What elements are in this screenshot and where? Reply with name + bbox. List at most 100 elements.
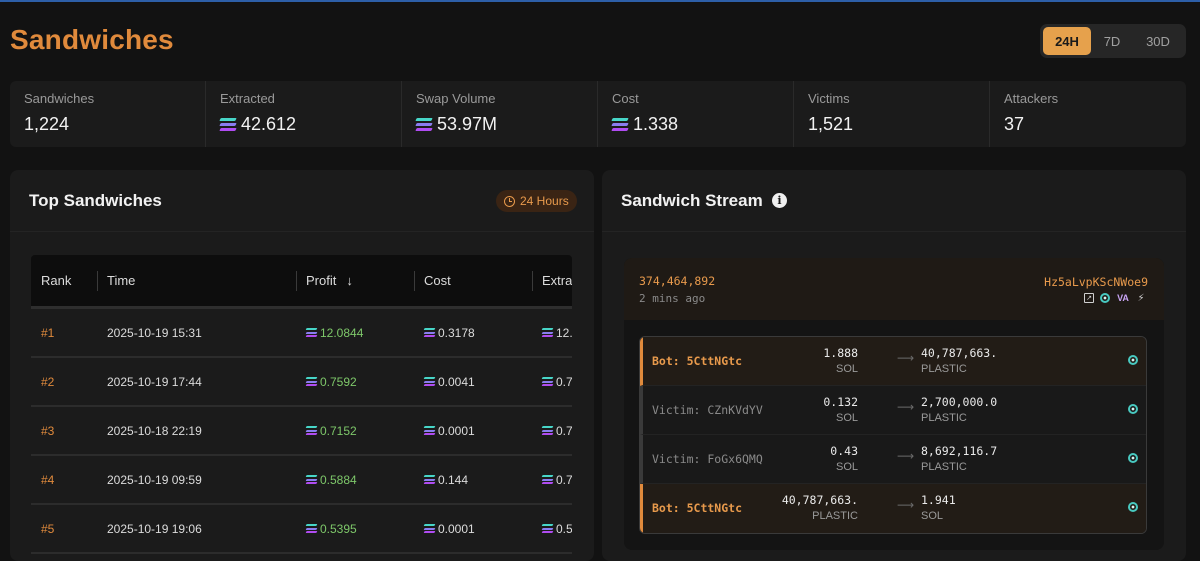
arrow-right-icon: ⟶ <box>897 351 915 365</box>
extracted-cell: 0.7 <box>541 456 572 503</box>
sol-icon <box>423 377 436 386</box>
sol-icon <box>423 524 436 533</box>
stat-attackers: Attackers 37 <box>990 81 1186 147</box>
va-icon[interactable]: VA <box>1117 293 1129 303</box>
column-header-extracted[interactable]: Extra <box>532 255 572 306</box>
stat-value: 1,521 <box>808 114 854 134</box>
orb-icon[interactable] <box>1128 453 1138 463</box>
profit-value: 0.7592 <box>320 374 357 389</box>
range-24h-button[interactable]: 24H <box>1043 27 1091 55</box>
extracted-value: 0.5 <box>556 521 572 536</box>
time-ago: 2 mins ago <box>639 292 706 305</box>
profit-value: 0.5395 <box>320 521 357 536</box>
column-label: Profit <box>306 273 337 288</box>
stat-value: 1,224 <box>24 114 70 134</box>
stat-cost: Cost 1.338 <box>598 81 794 147</box>
table-row[interactable]: #3 2025-10-18 22:19 0.7152 0.0001 0.7 <box>31 407 572 456</box>
cost-cell: 0.0001 <box>423 407 475 454</box>
stat-label: Victims <box>808 91 850 106</box>
profit-cell: 0.7592 <box>305 358 357 405</box>
info-icon[interactable]: i <box>772 193 787 208</box>
tx-row-frontrun[interactable]: Bot: 5CttNGtc 1.888 SOL ⟶ 40,787,663. PL… <box>640 337 1146 386</box>
sol-icon <box>423 426 436 435</box>
slot-number[interactable]: 374,464,892 <box>639 274 716 288</box>
explorer-links: ↗ VA ⚡ <box>1084 292 1146 304</box>
orb-icon[interactable] <box>1128 355 1138 365</box>
sol-icon <box>219 118 237 131</box>
sol-icon <box>305 328 318 337</box>
time-cell: 2025-10-19 19:06 <box>107 521 202 536</box>
sol-icon <box>541 426 554 435</box>
time-range-toggle: 24H 7D 30D <box>1040 24 1186 58</box>
stat-label: Sandwiches <box>24 91 95 106</box>
sol-icon <box>541 377 554 386</box>
orb-icon[interactable] <box>1100 293 1110 303</box>
actor-label[interactable]: Victim: CZnKVdYV <box>652 403 763 417</box>
range-30d-button[interactable]: 30D <box>1146 33 1170 49</box>
transaction-signature[interactable]: Hz5aLvpKScNWoe9 <box>1044 275 1148 289</box>
sandwich-card-header: 374,464,892 2 mins ago Hz5aLvpKScNWoe9 ↗… <box>624 258 1164 320</box>
orb-icon[interactable] <box>1128 502 1138 512</box>
profit-value: 12.0844 <box>320 325 364 340</box>
amount-value: 0.132 <box>823 395 858 409</box>
table-row[interactable]: #5 2025-10-19 19:06 0.5395 0.0001 0.5 <box>31 505 572 554</box>
tx-row-victim[interactable]: Victim: FoGx6QMQ 0.43 SOL ⟶ 8,692,116.7 … <box>640 435 1146 484</box>
column-header-cost[interactable]: Cost <box>414 255 451 306</box>
output-amount: 2,700,000.0 PLASTIC <box>921 395 997 424</box>
badge-label: 24 Hours <box>520 194 569 208</box>
actor-label[interactable]: Bot: 5CttNGtc <box>652 501 743 515</box>
profit-cell: 0.5884 <box>305 456 357 503</box>
extracted-value: 12. <box>556 325 572 340</box>
external-link-icon[interactable]: ↗ <box>1084 293 1094 303</box>
tx-row-victim[interactable]: Victim: CZnKVdYV 0.132 SOL ⟶ 2,700,000.0… <box>640 386 1146 435</box>
range-7d-button[interactable]: 7D <box>1103 33 1121 49</box>
sort-desc-icon: ↓ <box>346 273 353 288</box>
extracted-cell: 0.7 <box>541 358 572 405</box>
stat-value: 1.338 <box>633 114 679 134</box>
table-row[interactable]: #1 2025-10-19 15:31 12.0844 0.3178 12. <box>31 309 572 358</box>
token-symbol: PLASTIC <box>812 510 858 522</box>
column-label: Cost <box>424 273 451 288</box>
sol-icon <box>423 475 436 484</box>
orb-icon[interactable] <box>1128 404 1138 414</box>
panel-title: Sandwich Stream <box>621 191 763 210</box>
sol-icon <box>305 524 318 533</box>
tx-row-backrun[interactable]: Bot: 5CttNGtc 40,787,663. PLASTIC ⟶ 1.94… <box>640 484 1146 533</box>
token-symbol: PLASTIC <box>921 412 967 424</box>
time-cell: 2025-10-19 15:31 <box>107 325 202 340</box>
arrow-right-icon: ⟶ <box>897 400 915 414</box>
sol-icon <box>611 118 629 131</box>
actor-label[interactable]: Victim: FoGx6QMQ <box>652 452 763 466</box>
amount-value: 1.888 <box>823 346 858 360</box>
column-divider <box>532 271 533 291</box>
table-row[interactable]: #4 2025-10-19 09:59 0.5884 0.144 0.7 <box>31 456 572 505</box>
actor-label[interactable]: Bot: 5CttNGtc <box>652 354 743 368</box>
time-cell: 2025-10-19 17:44 <box>107 374 202 389</box>
top-sandwiches-table: Rank Time Profit ↓ Cost Extra #1 2025-10-… <box>31 255 572 561</box>
stat-extracted: Extracted 42.612 <box>206 81 402 147</box>
sol-icon <box>305 475 318 484</box>
token-symbol: SOL <box>835 363 858 375</box>
top-sandwiches-panel: Top Sandwiches 24 Hours Rank Time Profit… <box>10 170 594 561</box>
cost-cell: 0.3178 <box>423 309 475 356</box>
time-window-badge: 24 Hours <box>496 190 577 212</box>
extracted-cell: 0.7 <box>541 407 572 454</box>
profit-cell: 0.7152 <box>305 407 357 454</box>
token-symbol: SOL <box>835 461 858 473</box>
column-header-rank[interactable]: Rank <box>31 255 71 306</box>
clock-icon <box>504 195 515 207</box>
column-label: Time <box>107 273 136 288</box>
top-accent-line <box>0 0 1200 2</box>
extracted-value: 0.7 <box>556 423 572 438</box>
column-header-profit[interactable]: Profit ↓ <box>296 255 353 306</box>
bolt-icon[interactable]: ⚡ <box>1137 292 1145 304</box>
cost-cell: 0.0041 <box>423 358 475 405</box>
rank-cell: #5 <box>41 521 55 536</box>
sol-icon <box>423 328 436 337</box>
column-header-time[interactable]: Time <box>97 255 135 306</box>
rank-cell: #4 <box>41 472 55 487</box>
sol-icon <box>541 524 554 533</box>
input-amount: 40,787,663. PLASTIC <box>782 493 858 522</box>
table-row[interactable]: #2 2025-10-19 17:44 0.7592 0.0041 0.7 <box>31 358 572 407</box>
panel-title: Top Sandwiches <box>29 191 162 210</box>
